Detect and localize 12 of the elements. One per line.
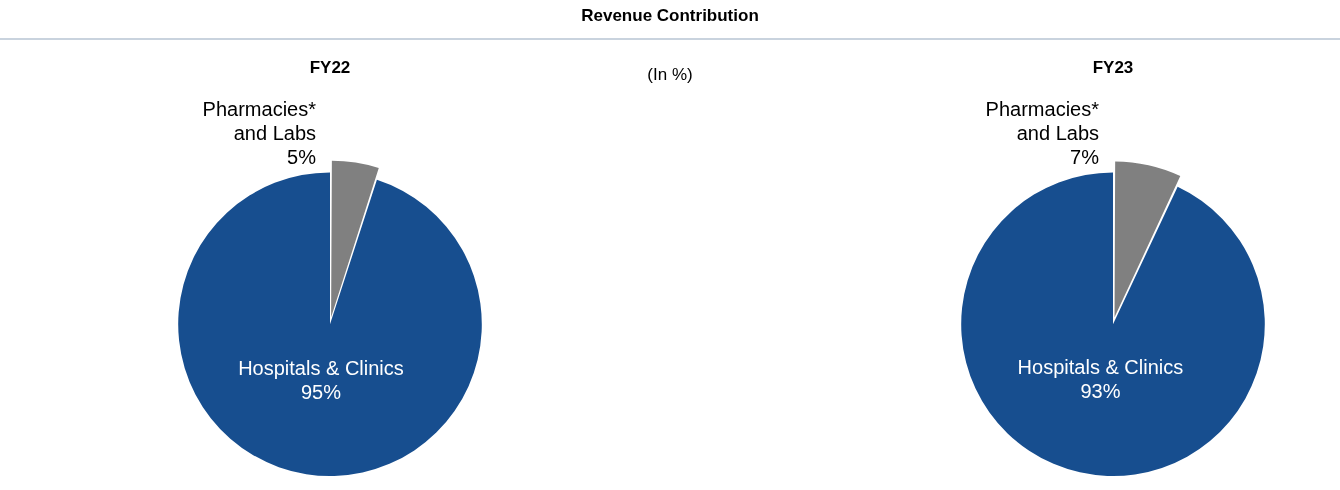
slice-label: Hospitals & Clinics: [238, 356, 404, 379]
data-label: 95%: [300, 380, 342, 403]
slice-label: Pharmacies* and Labs: [202, 97, 317, 144]
chart-title: FY22: [309, 57, 351, 77]
text: (In %): [646, 65, 694, 85]
data-label: 7%: [1070, 145, 1100, 168]
data-label: 5%: [287, 145, 317, 168]
slice-label: Pharmacies* and Labs: [985, 97, 1100, 144]
text: Revenue Contribution: [580, 6, 760, 26]
slice-label: Hospitals & Clinics: [1017, 356, 1184, 379]
data-label: 93%: [1080, 380, 1121, 403]
chart-title: FY23: [1092, 57, 1134, 77]
